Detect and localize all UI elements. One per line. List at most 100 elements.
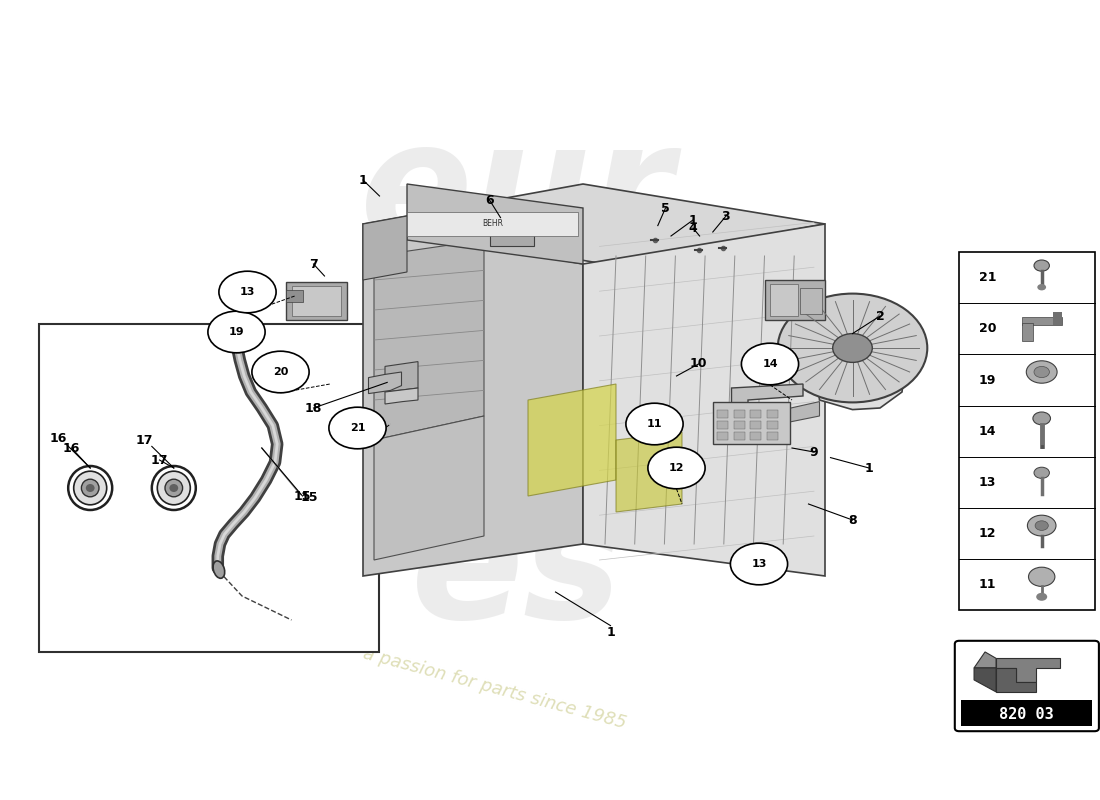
Polygon shape — [363, 184, 825, 264]
Polygon shape — [975, 668, 997, 692]
Polygon shape — [363, 216, 407, 280]
Polygon shape — [363, 224, 583, 576]
Polygon shape — [385, 362, 418, 392]
Bar — [1022, 317, 1062, 325]
Text: 8: 8 — [848, 514, 857, 526]
Bar — [490, 221, 534, 246]
Ellipse shape — [152, 466, 196, 510]
Ellipse shape — [227, 333, 246, 352]
Bar — [734, 432, 745, 440]
Polygon shape — [374, 416, 484, 560]
Text: 9: 9 — [810, 446, 818, 458]
Text: 20: 20 — [979, 322, 997, 335]
Text: 1: 1 — [865, 462, 873, 474]
Polygon shape — [975, 652, 997, 668]
Polygon shape — [374, 240, 484, 440]
Circle shape — [329, 407, 386, 449]
Bar — [717, 432, 728, 440]
Text: 16: 16 — [63, 442, 80, 454]
Circle shape — [208, 311, 265, 353]
Text: 15: 15 — [300, 491, 318, 504]
Bar — [286, 282, 346, 320]
Text: 16: 16 — [50, 432, 67, 445]
Circle shape — [1037, 284, 1046, 290]
Circle shape — [1035, 521, 1048, 530]
Ellipse shape — [74, 471, 107, 505]
Text: 13: 13 — [979, 476, 997, 489]
Text: 2: 2 — [876, 310, 884, 322]
Circle shape — [1036, 593, 1047, 601]
Circle shape — [1027, 515, 1056, 536]
Ellipse shape — [157, 471, 190, 505]
Bar — [407, 212, 578, 236]
Circle shape — [1034, 366, 1049, 378]
Circle shape — [648, 447, 705, 489]
Text: a passion for parts since 1985: a passion for parts since 1985 — [362, 644, 628, 732]
Bar — [764, 280, 825, 320]
Circle shape — [730, 543, 788, 585]
Ellipse shape — [81, 479, 99, 497]
Circle shape — [778, 294, 927, 402]
Circle shape — [1034, 467, 1049, 478]
Bar — [292, 286, 341, 316]
Circle shape — [833, 334, 872, 362]
Text: 11: 11 — [647, 419, 662, 429]
Ellipse shape — [222, 336, 251, 344]
Bar — [767, 410, 778, 418]
Text: 17: 17 — [135, 434, 153, 447]
Text: 19: 19 — [979, 374, 997, 386]
Bar — [1053, 312, 1062, 325]
FancyBboxPatch shape — [955, 641, 1099, 731]
Ellipse shape — [231, 337, 242, 348]
Polygon shape — [583, 224, 825, 576]
Text: 15: 15 — [294, 490, 311, 502]
Bar — [286, 290, 302, 302]
Text: 13: 13 — [240, 287, 255, 297]
Circle shape — [626, 403, 683, 445]
Bar — [959, 252, 1094, 610]
Text: 12: 12 — [979, 527, 997, 540]
Circle shape — [1034, 260, 1049, 271]
Text: 11: 11 — [979, 578, 997, 591]
Bar — [750, 432, 761, 440]
Polygon shape — [528, 384, 616, 496]
Text: 820 03: 820 03 — [1000, 706, 1054, 722]
Bar — [961, 699, 1092, 726]
Bar — [717, 421, 728, 429]
Bar — [1022, 323, 1033, 341]
Polygon shape — [748, 402, 820, 430]
Text: 3: 3 — [722, 210, 730, 222]
Text: 20: 20 — [273, 367, 288, 377]
Polygon shape — [732, 384, 803, 444]
Text: 18: 18 — [305, 402, 322, 414]
Text: eur
op
es: eur op es — [360, 114, 674, 654]
Ellipse shape — [68, 466, 112, 510]
Text: 14: 14 — [979, 425, 997, 438]
Circle shape — [1033, 412, 1050, 425]
Polygon shape — [368, 372, 402, 394]
Text: 10: 10 — [690, 358, 707, 370]
Bar — [734, 421, 745, 429]
Text: 5: 5 — [661, 202, 670, 214]
Ellipse shape — [86, 484, 95, 492]
Text: 6: 6 — [485, 194, 494, 206]
Text: 13: 13 — [751, 559, 767, 569]
Polygon shape — [616, 432, 682, 512]
Text: 1: 1 — [606, 626, 615, 638]
Bar — [800, 288, 822, 314]
Circle shape — [741, 343, 799, 385]
Text: 1: 1 — [359, 174, 367, 186]
Circle shape — [252, 351, 309, 393]
Circle shape — [1028, 567, 1055, 586]
Circle shape — [219, 271, 276, 313]
Bar — [713, 402, 790, 444]
Bar — [734, 410, 745, 418]
Circle shape — [1026, 361, 1057, 383]
Bar — [39, 324, 379, 652]
Bar — [770, 284, 798, 316]
Polygon shape — [997, 668, 1036, 692]
Polygon shape — [407, 184, 583, 264]
Text: 1: 1 — [689, 214, 697, 226]
Ellipse shape — [165, 479, 183, 497]
Ellipse shape — [169, 484, 178, 492]
